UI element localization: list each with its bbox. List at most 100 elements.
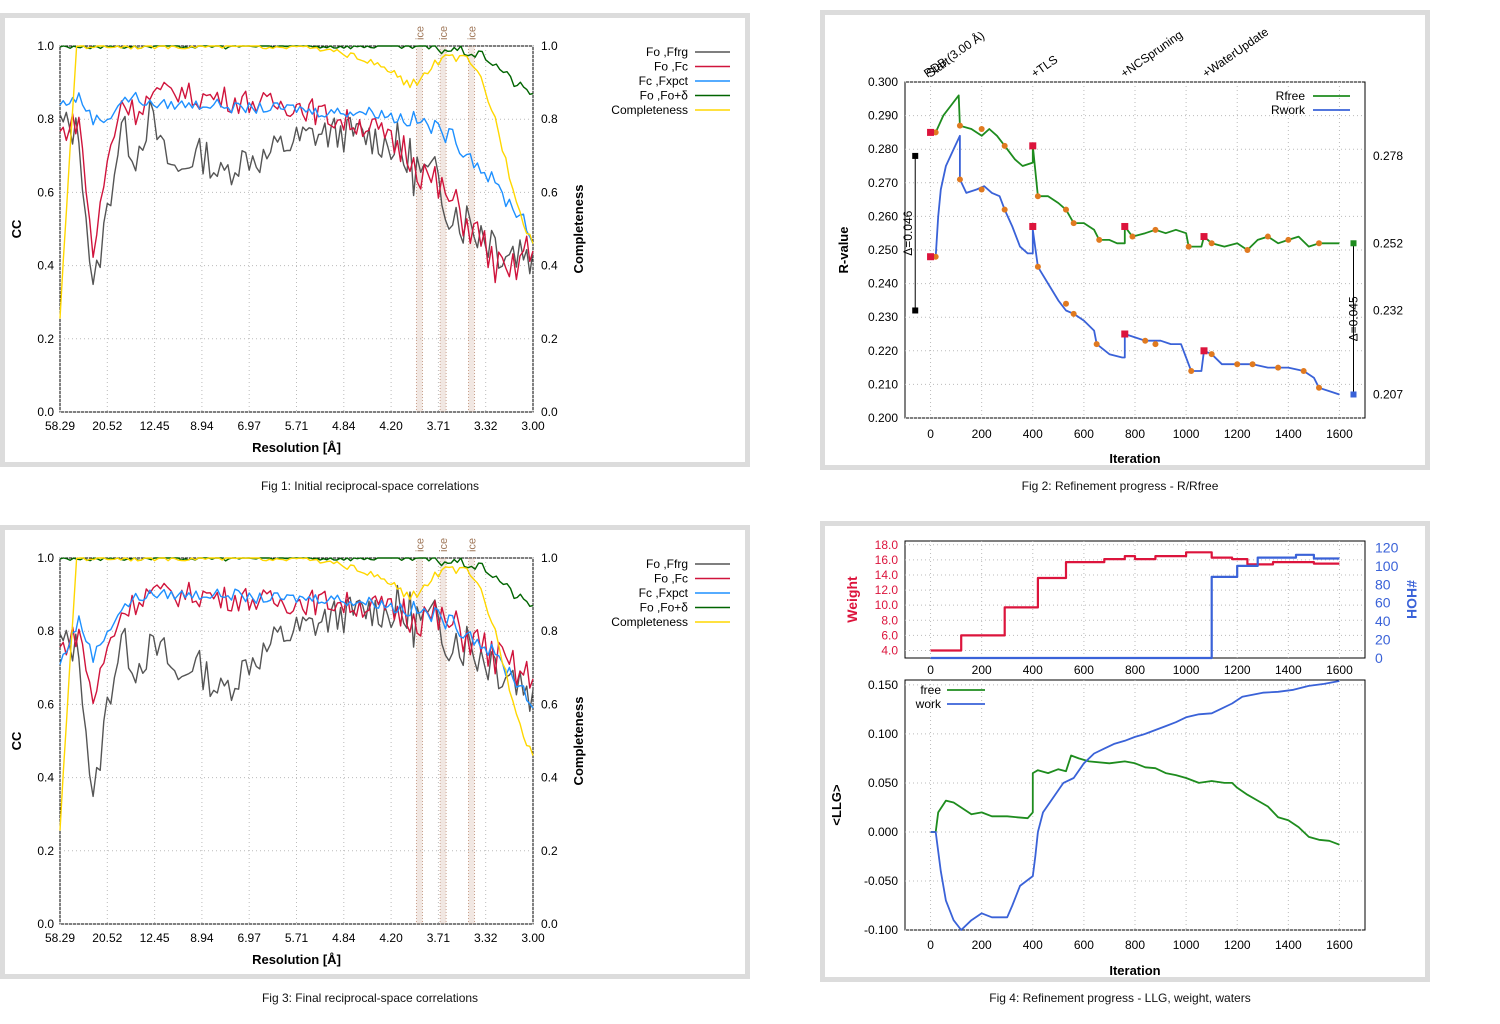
fig2-x-tick-label: 1400 <box>1275 427 1302 441</box>
fig4-hoh-tick-label: 120 <box>1375 539 1399 555</box>
fig4-top-x-tick-label: 800 <box>1125 663 1145 677</box>
fig2-delta-left-label: Δ=0.046 <box>901 210 915 255</box>
chart-fig4-llg-weight-waters: 0 200 400 600 800 1000 1200 1400 16004.06.08.010… <box>829 538 1420 977</box>
fig3-x-tick-label: 3.00 <box>521 931 545 945</box>
fig3-ice-label: ice <box>414 538 426 552</box>
fig1-series-frg <box>59 99 534 286</box>
fig2-series-rfree <box>930 94 1340 251</box>
fig2-x-tick-label: 1600 <box>1326 427 1353 441</box>
fig3-x-tick-label: 8.94 <box>190 931 214 945</box>
fig2-y-tick-label: 0.230 <box>868 310 898 324</box>
fig4-bottom-x-tick-label: 600 <box>1074 938 1094 952</box>
fig1-x-tick-label: 58.29 <box>45 419 75 433</box>
fig2-stage-label: +WaterUpdate <box>1200 24 1272 80</box>
fig3-legend-label: Fo ,Fc <box>654 572 688 586</box>
fig3-ice-label: ice <box>438 538 450 552</box>
fig1-x-tick-label: 4.84 <box>332 419 356 433</box>
fig2-stage-start-marker <box>1121 222 1129 230</box>
fig3-y2-axis-label: Completeness <box>571 697 586 786</box>
fig3-legend-label: Fc ,Fxpct <box>639 586 689 600</box>
fig1-x-tick-label: 4.20 <box>379 419 403 433</box>
fig3-series-xpct <box>59 588 534 709</box>
fig2-series-rwork <box>930 134 1340 396</box>
fig3-ice-band <box>468 558 475 924</box>
fig4-weight-tick-label: 16.0 <box>875 553 899 567</box>
fig4-llg-axis-label: <LLG> <box>829 784 844 826</box>
fig1-y2-tick-label: 0.8 <box>541 112 558 126</box>
fig2-y-tick-label: 0.280 <box>868 142 898 156</box>
fig4-bottom-y-tick-label: 0.000 <box>868 825 898 839</box>
fig4-series-weight <box>930 551 1340 652</box>
figure-3-caption: Fig 3: Final reciprocal-space correlatio… <box>261 991 479 1005</box>
fig2-stage-label: +TLS <box>1028 52 1060 80</box>
fig2-stage-marker <box>978 186 985 193</box>
fig2-stage-start-marker <box>1200 347 1208 355</box>
fig2-stage-marker <box>1063 206 1069 213</box>
fig2-stage-marker <box>1285 236 1292 243</box>
fig2-y-tick-label: 0.260 <box>868 209 898 223</box>
fig1-x-axis-label: Resolution [Å] <box>252 440 341 455</box>
fig4-top-x-tick-label: 1200 <box>1224 663 1251 677</box>
fig1-ice-label: ice <box>438 26 450 40</box>
fig2-y-tick-label: 0.300 <box>868 75 898 89</box>
fig4-weight-tick-label: 10.0 <box>875 598 899 612</box>
fig4-hoh-axis-label: #HOH <box>1404 580 1420 619</box>
fig3-x-tick-label: 4.84 <box>332 931 356 945</box>
fig3-y2-tick-label: 1.0 <box>541 551 558 565</box>
fig2-stage-marker <box>1244 247 1251 253</box>
fig1-legend-label: Fo ,Ffrg <box>646 45 688 59</box>
fig3-series-frg <box>59 584 534 798</box>
fig3-legend-label: Fo ,Fo+δ <box>640 601 689 615</box>
fig1-ice-band <box>416 46 423 412</box>
fig4-weight-tick-label: 4.0 <box>881 643 898 657</box>
fig2-stage-marker <box>1275 364 1282 371</box>
fig3-y-tick-label: 0.4 <box>37 771 54 785</box>
fig4-weight-tick-label: 8.0 <box>881 613 898 627</box>
fig3-y2-tick-label: 0.6 <box>541 697 558 711</box>
fig3-y-tick-label: 0.8 <box>37 624 54 638</box>
fig1-y-tick-label: 0.6 <box>37 185 54 199</box>
fig2-stage-marker <box>1001 206 1008 213</box>
fig4-x-axis-label: Iteration <box>1109 963 1160 977</box>
fig2-y-tick-label: 0.240 <box>868 277 898 291</box>
fig2-delta-left-top <box>912 152 919 159</box>
fig2-x-tick-label: 1000 <box>1173 427 1200 441</box>
fig1-ice-band <box>440 46 447 412</box>
fig3-legend-label: Fo ,Ffrg <box>646 557 688 571</box>
figure-4-panel <box>820 521 1430 982</box>
fig1-y2-tick-label: 0.2 <box>541 332 558 346</box>
fig3-x-tick-label: 3.71 <box>427 931 451 945</box>
fig3-x-tick-label: 3.32 <box>474 931 498 945</box>
fig3-ice-band <box>416 558 423 924</box>
fig2-stage-marker <box>1208 240 1215 247</box>
fig2-y-axis-label: R-value <box>836 227 851 274</box>
fig3-x-tick-label: 12.45 <box>140 931 170 945</box>
fig2-x-tick-label: 400 <box>1023 427 1043 441</box>
fig4-legend-label: free <box>920 683 941 697</box>
fig2-x-tick-label: 200 <box>972 427 992 441</box>
fig2-stage-marker <box>932 129 939 136</box>
fig2-x-axis-label: Iteration <box>1109 451 1160 465</box>
fig1-x-tick-label: 5.71 <box>285 419 309 433</box>
fig2-stage-marker <box>1152 341 1159 348</box>
fig2-stage-start-marker <box>927 253 935 261</box>
fig3-x-tick-label: 6.97 <box>238 931 262 945</box>
fig4-top-x-tick-label: 1400 <box>1275 663 1302 677</box>
fig1-x-tick-label: 6.97 <box>238 419 262 433</box>
fig2-stage-marker <box>1316 240 1322 247</box>
fig2-x-tick-label: 0 <box>927 427 934 441</box>
fig4-bottom-x-tick-label: 800 <box>1125 938 1145 952</box>
fig3-y-tick-label: 0.0 <box>37 917 54 931</box>
fig2-y-tick-label: 0.220 <box>868 344 898 358</box>
fig3-x-tick-label: 20.52 <box>92 931 122 945</box>
fig1-x-tick-label: 20.52 <box>92 419 122 433</box>
fig2-stage-marker <box>1142 337 1149 344</box>
fig4-weight-tick-label: 12.0 <box>875 583 899 597</box>
fig4-hoh-tick-label: 60 <box>1375 595 1391 611</box>
fig4-bottom-x-tick-label: 0 <box>927 938 934 952</box>
fig2-legend-label: Rwork <box>1271 103 1306 117</box>
fig2-stage-start-marker <box>927 128 935 136</box>
fig4-bottom-y-tick-label: -0.050 <box>864 874 898 888</box>
fig3-y2-tick-label: 0.8 <box>541 624 558 638</box>
fig4-top-x-tick-label: 400 <box>1023 663 1043 677</box>
